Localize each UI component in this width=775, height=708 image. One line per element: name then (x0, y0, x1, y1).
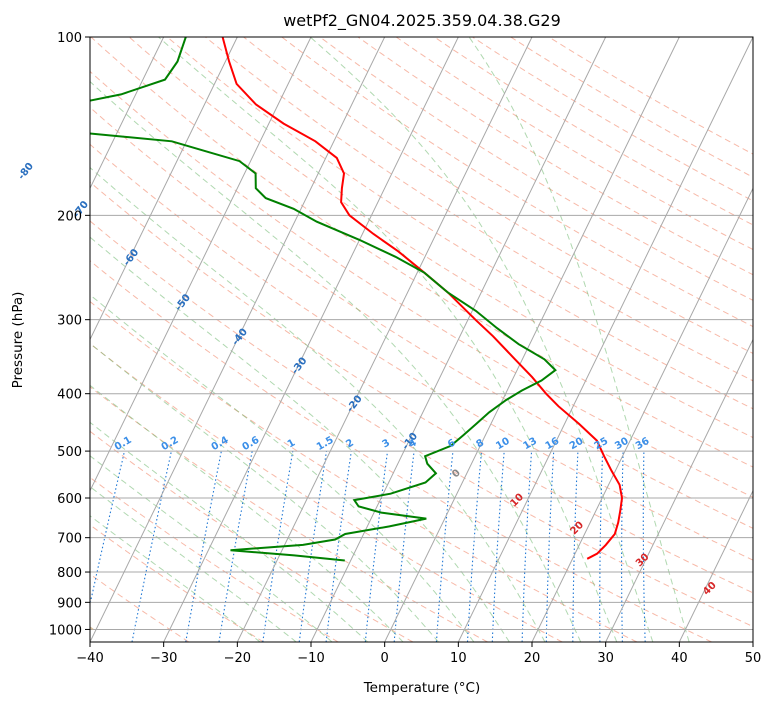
isotherm-line (236, 37, 533, 642)
y-tick-label: 400 (57, 388, 82, 403)
dry-adiabat-line (90, 300, 638, 642)
x-tick-label: 50 (745, 651, 762, 666)
dry-adiabat-line (205, 37, 753, 382)
dry-adiabat-line (319, 37, 753, 301)
dry-adiabat-line (166, 37, 753, 410)
isotherm-line (90, 37, 312, 492)
moist-adiabat-line (309, 37, 654, 642)
mixing-ratio-line (131, 450, 172, 642)
dry-adiabat-line (90, 476, 339, 642)
y-tick-label: 800 (57, 566, 82, 581)
dry-adiabat-line (90, 342, 563, 642)
y-tick-label: 200 (57, 209, 82, 224)
isotherm-line (531, 187, 753, 642)
dry-adiabat-line (90, 106, 753, 529)
x-tick-label: 20 (524, 651, 541, 666)
dry-adiabat-line (90, 260, 712, 642)
x-tick-label: −40 (76, 651, 103, 666)
dry-adiabat-line (281, 37, 753, 328)
mixing-ratio-label: 3 (380, 437, 392, 450)
moist-adiabat-line (90, 166, 546, 642)
isotherm-line (90, 37, 238, 341)
mixing-ratio-line (435, 451, 454, 642)
moist-adiabat-line (90, 80, 582, 642)
mixing-ratio-label: 2 (344, 437, 356, 450)
chart-title: wetPf2_GN04.2025.359.04.38.G29 (283, 11, 561, 31)
isotherm-line (384, 37, 680, 642)
isotherm-line (678, 489, 753, 642)
background-lines (90, 37, 753, 642)
x-tick-label: −10 (297, 651, 324, 666)
x-tick-label: 40 (671, 651, 688, 666)
moist-adiabat-line (468, 37, 690, 642)
y-tick-label: 600 (57, 492, 82, 507)
y-tick-label: 1000 (49, 623, 82, 638)
x-tick-label: 0 (381, 651, 389, 666)
isotherm-line (90, 37, 165, 190)
profile-lines (90, 37, 624, 562)
mixing-ratio-label: 8 (474, 437, 486, 450)
dewpoint-profile-line (90, 37, 557, 562)
moist-adiabat-line (90, 515, 261, 642)
moist-adiabat-line (90, 342, 439, 642)
y-tick-label: 700 (57, 532, 82, 547)
dry-adiabat-line (90, 181, 753, 594)
mixing-ratio-label: 6 (446, 437, 458, 450)
x-axis-label: Temperature (°C) (363, 680, 481, 696)
mixing-ratio-label: 4 (407, 437, 419, 450)
y-tick-label: 300 (57, 314, 82, 329)
plot-frame (89, 36, 754, 643)
mixing-ratio-line (325, 451, 352, 642)
y-tick-label: 100 (57, 31, 82, 46)
dry-adiabat-line (90, 386, 488, 642)
mixing-ratio-line (298, 451, 328, 642)
isotherm-line (605, 338, 753, 642)
temperature-profile-line (221, 37, 624, 560)
moist-adiabat-line (158, 37, 618, 642)
moist-adiabat-line (90, 236, 510, 642)
isotherm-line (163, 37, 459, 642)
dry-adiabat-line (128, 37, 753, 439)
isotherm-line (310, 37, 607, 642)
y-tick-label: 500 (57, 445, 82, 460)
x-tick-label: −20 (224, 651, 251, 666)
moist-adiabat-line (90, 294, 475, 642)
mixing-ratio-line (262, 451, 294, 642)
isotherm-line (90, 37, 386, 642)
dry-adiabat-line (90, 220, 753, 628)
axes: −40 −30 −20 −10 0 10 20 30 40 50 100 200 300 400 500 60… (49, 31, 761, 666)
y-axis-label: Pressure (hPa) (10, 292, 26, 389)
moist-adiabat-line (90, 421, 369, 642)
isotherm-line (457, 37, 753, 642)
dry-adiabat-line (90, 573, 190, 642)
dry-adiabat-line (90, 70, 753, 498)
x-tick-label: 30 (597, 651, 614, 666)
x-tick-label: 10 (450, 651, 467, 666)
mixing-ratio-label: 1 (286, 437, 298, 450)
moist-adiabat-line (90, 455, 333, 642)
x-tick-label: −30 (150, 651, 177, 666)
mixing-ratio-line (393, 451, 415, 642)
y-tick-label: 900 (57, 596, 82, 611)
